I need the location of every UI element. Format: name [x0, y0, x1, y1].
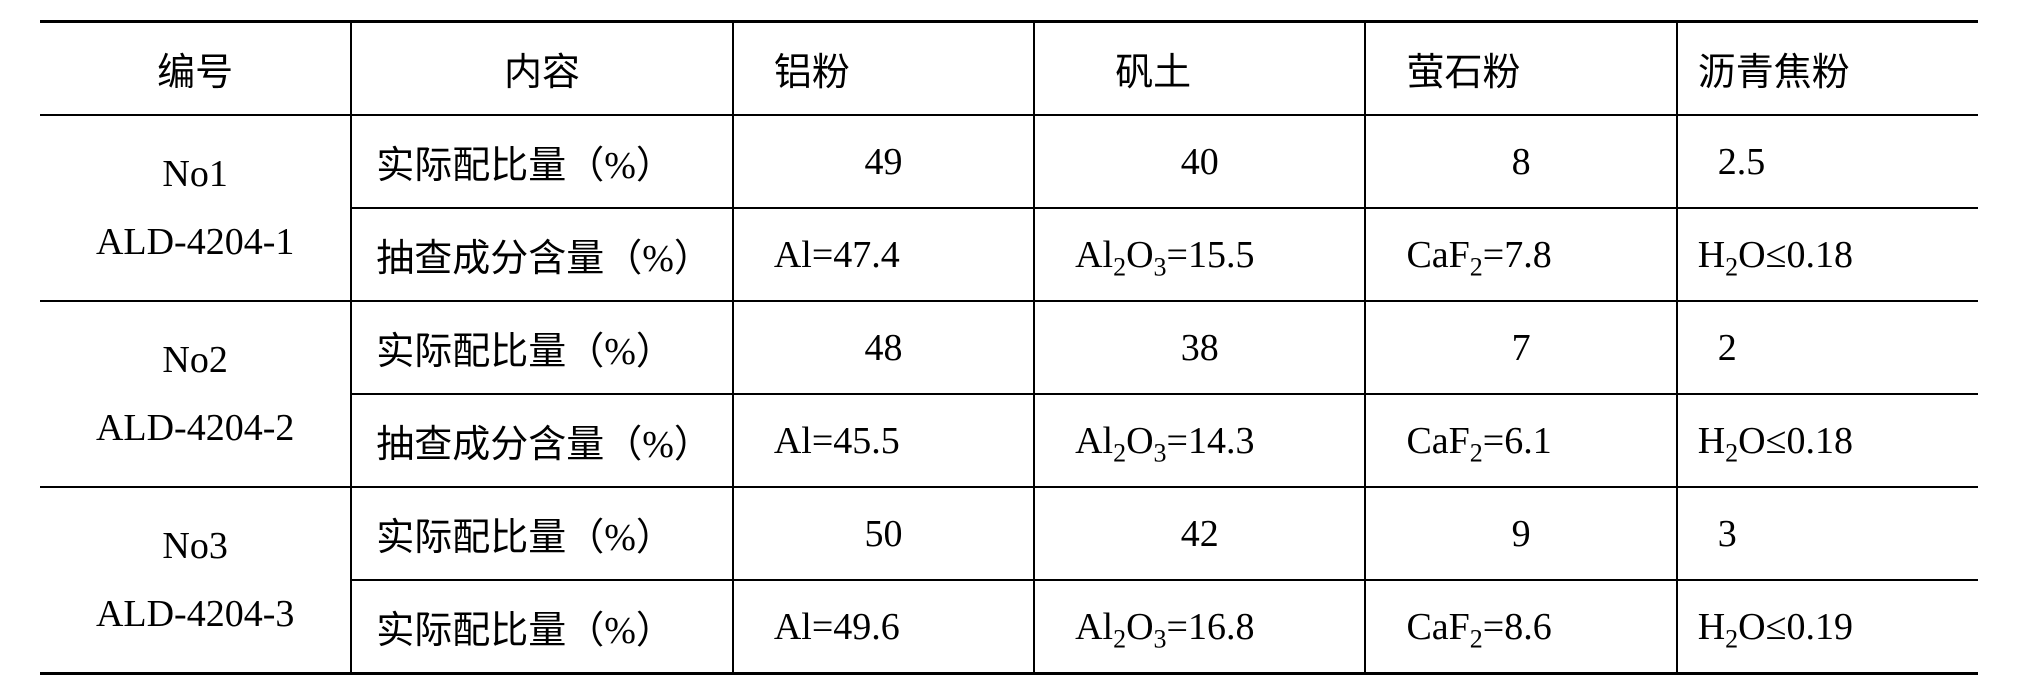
- cell-val: 2.5: [1677, 115, 1978, 208]
- cell-val: 7: [1365, 301, 1676, 394]
- cell-val: CaF2=8.6: [1365, 580, 1676, 674]
- cell-val: H2O≤0.18: [1677, 208, 1978, 301]
- group-no: No3: [64, 524, 326, 568]
- row-label: 实际配比量（%）: [351, 301, 733, 394]
- cell-val: 2: [1677, 301, 1978, 394]
- header-id: 编号: [40, 22, 351, 116]
- cell-val: 8: [1365, 115, 1676, 208]
- cell-val: CaF2=7.8: [1365, 208, 1676, 301]
- cell-val: H2O≤0.19: [1677, 580, 1978, 674]
- cell-val: Al=49.6: [733, 580, 1034, 674]
- table-header-row: 编号 内容 铝粉 矾土 萤石粉 沥青焦粉: [40, 22, 1978, 116]
- cell-val: Al2O3=14.3: [1034, 394, 1365, 487]
- table-row: No1 ALD-4204-1 实际配比量（%） 49 40 8 2.5: [40, 115, 1978, 208]
- table-row: No2 ALD-4204-2 实际配比量（%） 48 38 7 2: [40, 301, 1978, 394]
- group-id: No2 ALD-4204-2: [40, 301, 351, 487]
- header-col1: 铝粉: [733, 22, 1034, 116]
- header-desc: 内容: [351, 22, 733, 116]
- group-id: No3 ALD-4204-3: [40, 487, 351, 674]
- group-id: No1 ALD-4204-1: [40, 115, 351, 301]
- group-code: ALD-4204-2: [64, 406, 326, 450]
- cell-val: Al2O3=16.8: [1034, 580, 1365, 674]
- header-col2: 矾土: [1034, 22, 1365, 116]
- group-no: No2: [64, 338, 326, 382]
- cell-val: 3: [1677, 487, 1978, 580]
- group-code: ALD-4204-3: [64, 592, 326, 636]
- row-label: 实际配比量（%）: [351, 580, 733, 674]
- row-label: 抽查成分含量（%）: [351, 394, 733, 487]
- table-row: No3 ALD-4204-3 实际配比量（%） 50 42 9 3: [40, 487, 1978, 580]
- row-label: 实际配比量（%）: [351, 115, 733, 208]
- cell-val: Al=47.4: [733, 208, 1034, 301]
- cell-val: 49: [733, 115, 1034, 208]
- cell-val: Al2O3=15.5: [1034, 208, 1365, 301]
- composition-table: 编号 内容 铝粉 矾土 萤石粉 沥青焦粉 No1 ALD-4204-1 实际配比…: [40, 20, 1978, 675]
- cell-val: Al=45.5: [733, 394, 1034, 487]
- cell-val: CaF2=6.1: [1365, 394, 1676, 487]
- row-label: 抽查成分含量（%）: [351, 208, 733, 301]
- group-no: No1: [64, 152, 326, 196]
- cell-val: 48: [733, 301, 1034, 394]
- cell-val: 40: [1034, 115, 1365, 208]
- cell-val: H2O≤0.18: [1677, 394, 1978, 487]
- group-code: ALD-4204-1: [64, 220, 326, 264]
- row-label: 实际配比量（%）: [351, 487, 733, 580]
- header-col4: 沥青焦粉: [1677, 22, 1978, 116]
- cell-val: 38: [1034, 301, 1365, 394]
- header-col3: 萤石粉: [1365, 22, 1676, 116]
- cell-val: 9: [1365, 487, 1676, 580]
- cell-val: 50: [733, 487, 1034, 580]
- cell-val: 42: [1034, 487, 1365, 580]
